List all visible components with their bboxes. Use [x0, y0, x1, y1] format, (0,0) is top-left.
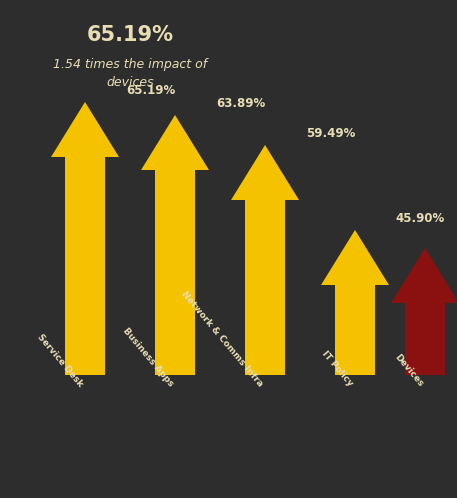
Text: 1.54 times the impact of
devices: 1.54 times the impact of devices [53, 58, 207, 89]
Text: Devices: Devices [393, 352, 425, 388]
Polygon shape [231, 145, 299, 375]
Text: 63.89%: 63.89% [216, 97, 265, 110]
Text: Business Apps: Business Apps [121, 326, 175, 388]
Text: 65.19%: 65.19% [126, 84, 175, 97]
Text: 65.19%: 65.19% [86, 25, 174, 45]
Text: Service Desk: Service Desk [36, 332, 85, 388]
Text: Network & Comms Infra: Network & Comms Infra [180, 289, 265, 388]
Polygon shape [51, 102, 119, 375]
Text: 45.90%: 45.90% [396, 212, 445, 225]
Polygon shape [141, 115, 209, 375]
Polygon shape [391, 248, 457, 375]
Polygon shape [321, 230, 389, 375]
Text: IT Policy: IT Policy [320, 350, 355, 388]
Text: 59.49%: 59.49% [306, 127, 355, 140]
